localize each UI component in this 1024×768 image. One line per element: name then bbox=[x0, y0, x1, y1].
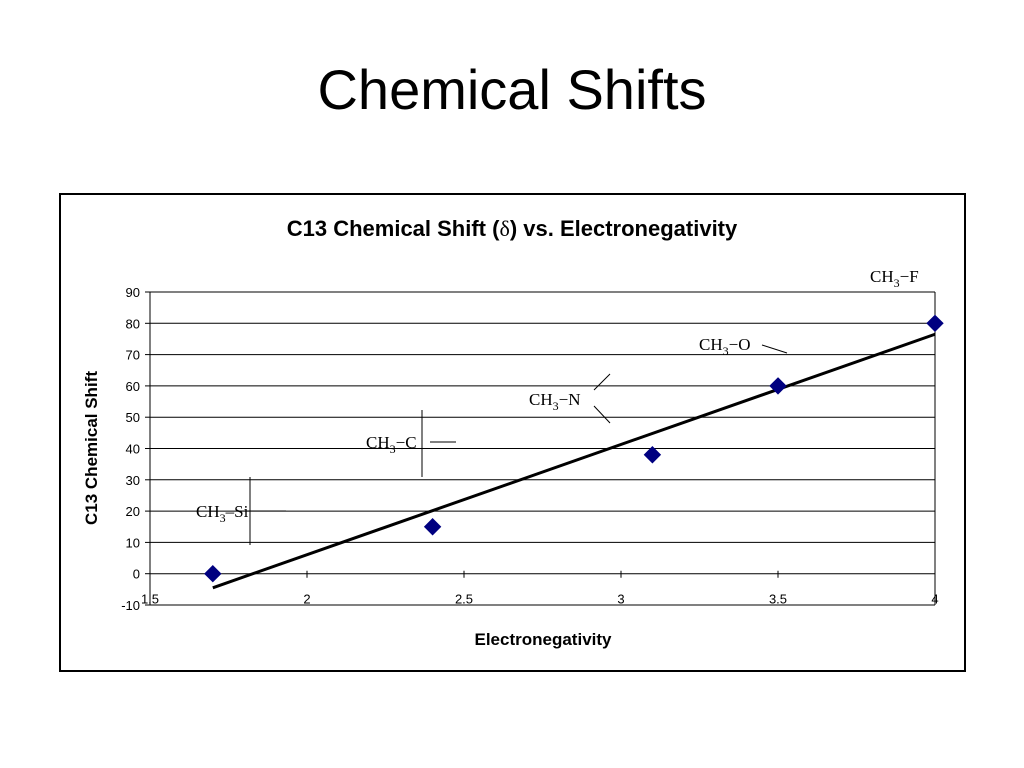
molecule-label-text: CH3−F bbox=[870, 267, 919, 290]
x-tick-label: 3.5 bbox=[769, 592, 787, 607]
data-point bbox=[926, 314, 944, 333]
bond-symbol: – bbox=[225, 502, 235, 521]
molecule-label-text: CH3–Si bbox=[196, 502, 249, 525]
subscript: 3 bbox=[220, 511, 226, 525]
atom-symbol: C bbox=[405, 433, 416, 452]
tick-labels: -10 0 10 20 30 40 50 60 70 80 90 1.5 2 2.5 3 3.5 4 bbox=[121, 285, 938, 613]
y-tick-label: -10 bbox=[121, 598, 140, 613]
data-point bbox=[423, 518, 442, 536]
bond-symbol: − bbox=[396, 433, 406, 452]
y-tick-label: 90 bbox=[126, 285, 140, 300]
data-point bbox=[769, 377, 787, 395]
group-name: CH bbox=[366, 433, 390, 452]
y-tick-label: 0 bbox=[133, 567, 140, 582]
subscript: 3 bbox=[894, 276, 900, 290]
chart-title: C13 Chemical Shift (δ) vs. Electronegati… bbox=[287, 216, 738, 241]
chart-frame bbox=[59, 193, 966, 672]
y-tick-label: 70 bbox=[126, 348, 140, 363]
group-name: CH bbox=[870, 267, 894, 286]
x-tick-label: 4 bbox=[931, 592, 938, 607]
y-tick-label: 60 bbox=[126, 379, 140, 394]
y-tick-label: 10 bbox=[126, 535, 140, 550]
y-axis-title: C13 Chemical Shift bbox=[82, 371, 101, 525]
x-tick-label: 1.5 bbox=[141, 592, 159, 607]
x-axis-title: Electronegativity bbox=[475, 630, 613, 649]
y-tick-label: 30 bbox=[126, 473, 140, 488]
bond-line bbox=[593, 405, 611, 424]
bond-symbol: − bbox=[729, 335, 739, 354]
molecule-label-text: CH3−O bbox=[699, 335, 751, 358]
chart-title-symbol: δ bbox=[499, 216, 509, 241]
y-tick-label: 80 bbox=[126, 316, 140, 331]
chart-title-prefix: C13 Chemical Shift ( bbox=[287, 216, 500, 241]
group-name: CH bbox=[529, 390, 553, 409]
molecule-label-text: CH3−C bbox=[366, 433, 417, 456]
axes bbox=[145, 291, 936, 606]
x-tick-label: 2.5 bbox=[455, 592, 473, 607]
atom-symbol: N bbox=[568, 390, 580, 409]
bond-line bbox=[761, 344, 788, 354]
molecule-label: CH3−C bbox=[366, 410, 456, 477]
data-points bbox=[204, 314, 944, 583]
data-point bbox=[204, 564, 222, 583]
bond-symbol: − bbox=[559, 390, 569, 409]
y-tick-label: 50 bbox=[126, 410, 140, 425]
x-tick-label: 2 bbox=[303, 592, 310, 607]
molecule-label: CH3−N bbox=[529, 373, 611, 424]
trendline-layer bbox=[212, 332, 936, 590]
bond-line bbox=[593, 373, 611, 391]
molecule-label: CH3−O bbox=[699, 335, 788, 358]
molecule-label: CH3−F bbox=[870, 267, 919, 290]
subscript: 3 bbox=[723, 344, 729, 358]
slide-title: Chemical Shifts bbox=[317, 58, 707, 121]
subscript: 3 bbox=[553, 399, 559, 413]
subscript: 3 bbox=[390, 442, 396, 456]
gridlines bbox=[150, 291, 935, 575]
atom-symbol: O bbox=[738, 335, 750, 354]
data-point bbox=[643, 446, 662, 464]
y-tick-label: 20 bbox=[126, 504, 140, 519]
y-tick-label: 40 bbox=[126, 442, 140, 457]
molecule-label: CH3–Si bbox=[196, 477, 286, 545]
bond-symbol: − bbox=[900, 267, 910, 286]
group-name: CH bbox=[196, 502, 220, 521]
group-name: CH bbox=[699, 335, 723, 354]
x-tick-label: 3 bbox=[617, 592, 624, 607]
trendline bbox=[212, 332, 936, 590]
atom-symbol: F bbox=[909, 267, 918, 286]
molecule-label-text: CH3−N bbox=[529, 390, 581, 413]
chart-title-suffix: ) vs. Electronegativity bbox=[510, 216, 738, 241]
